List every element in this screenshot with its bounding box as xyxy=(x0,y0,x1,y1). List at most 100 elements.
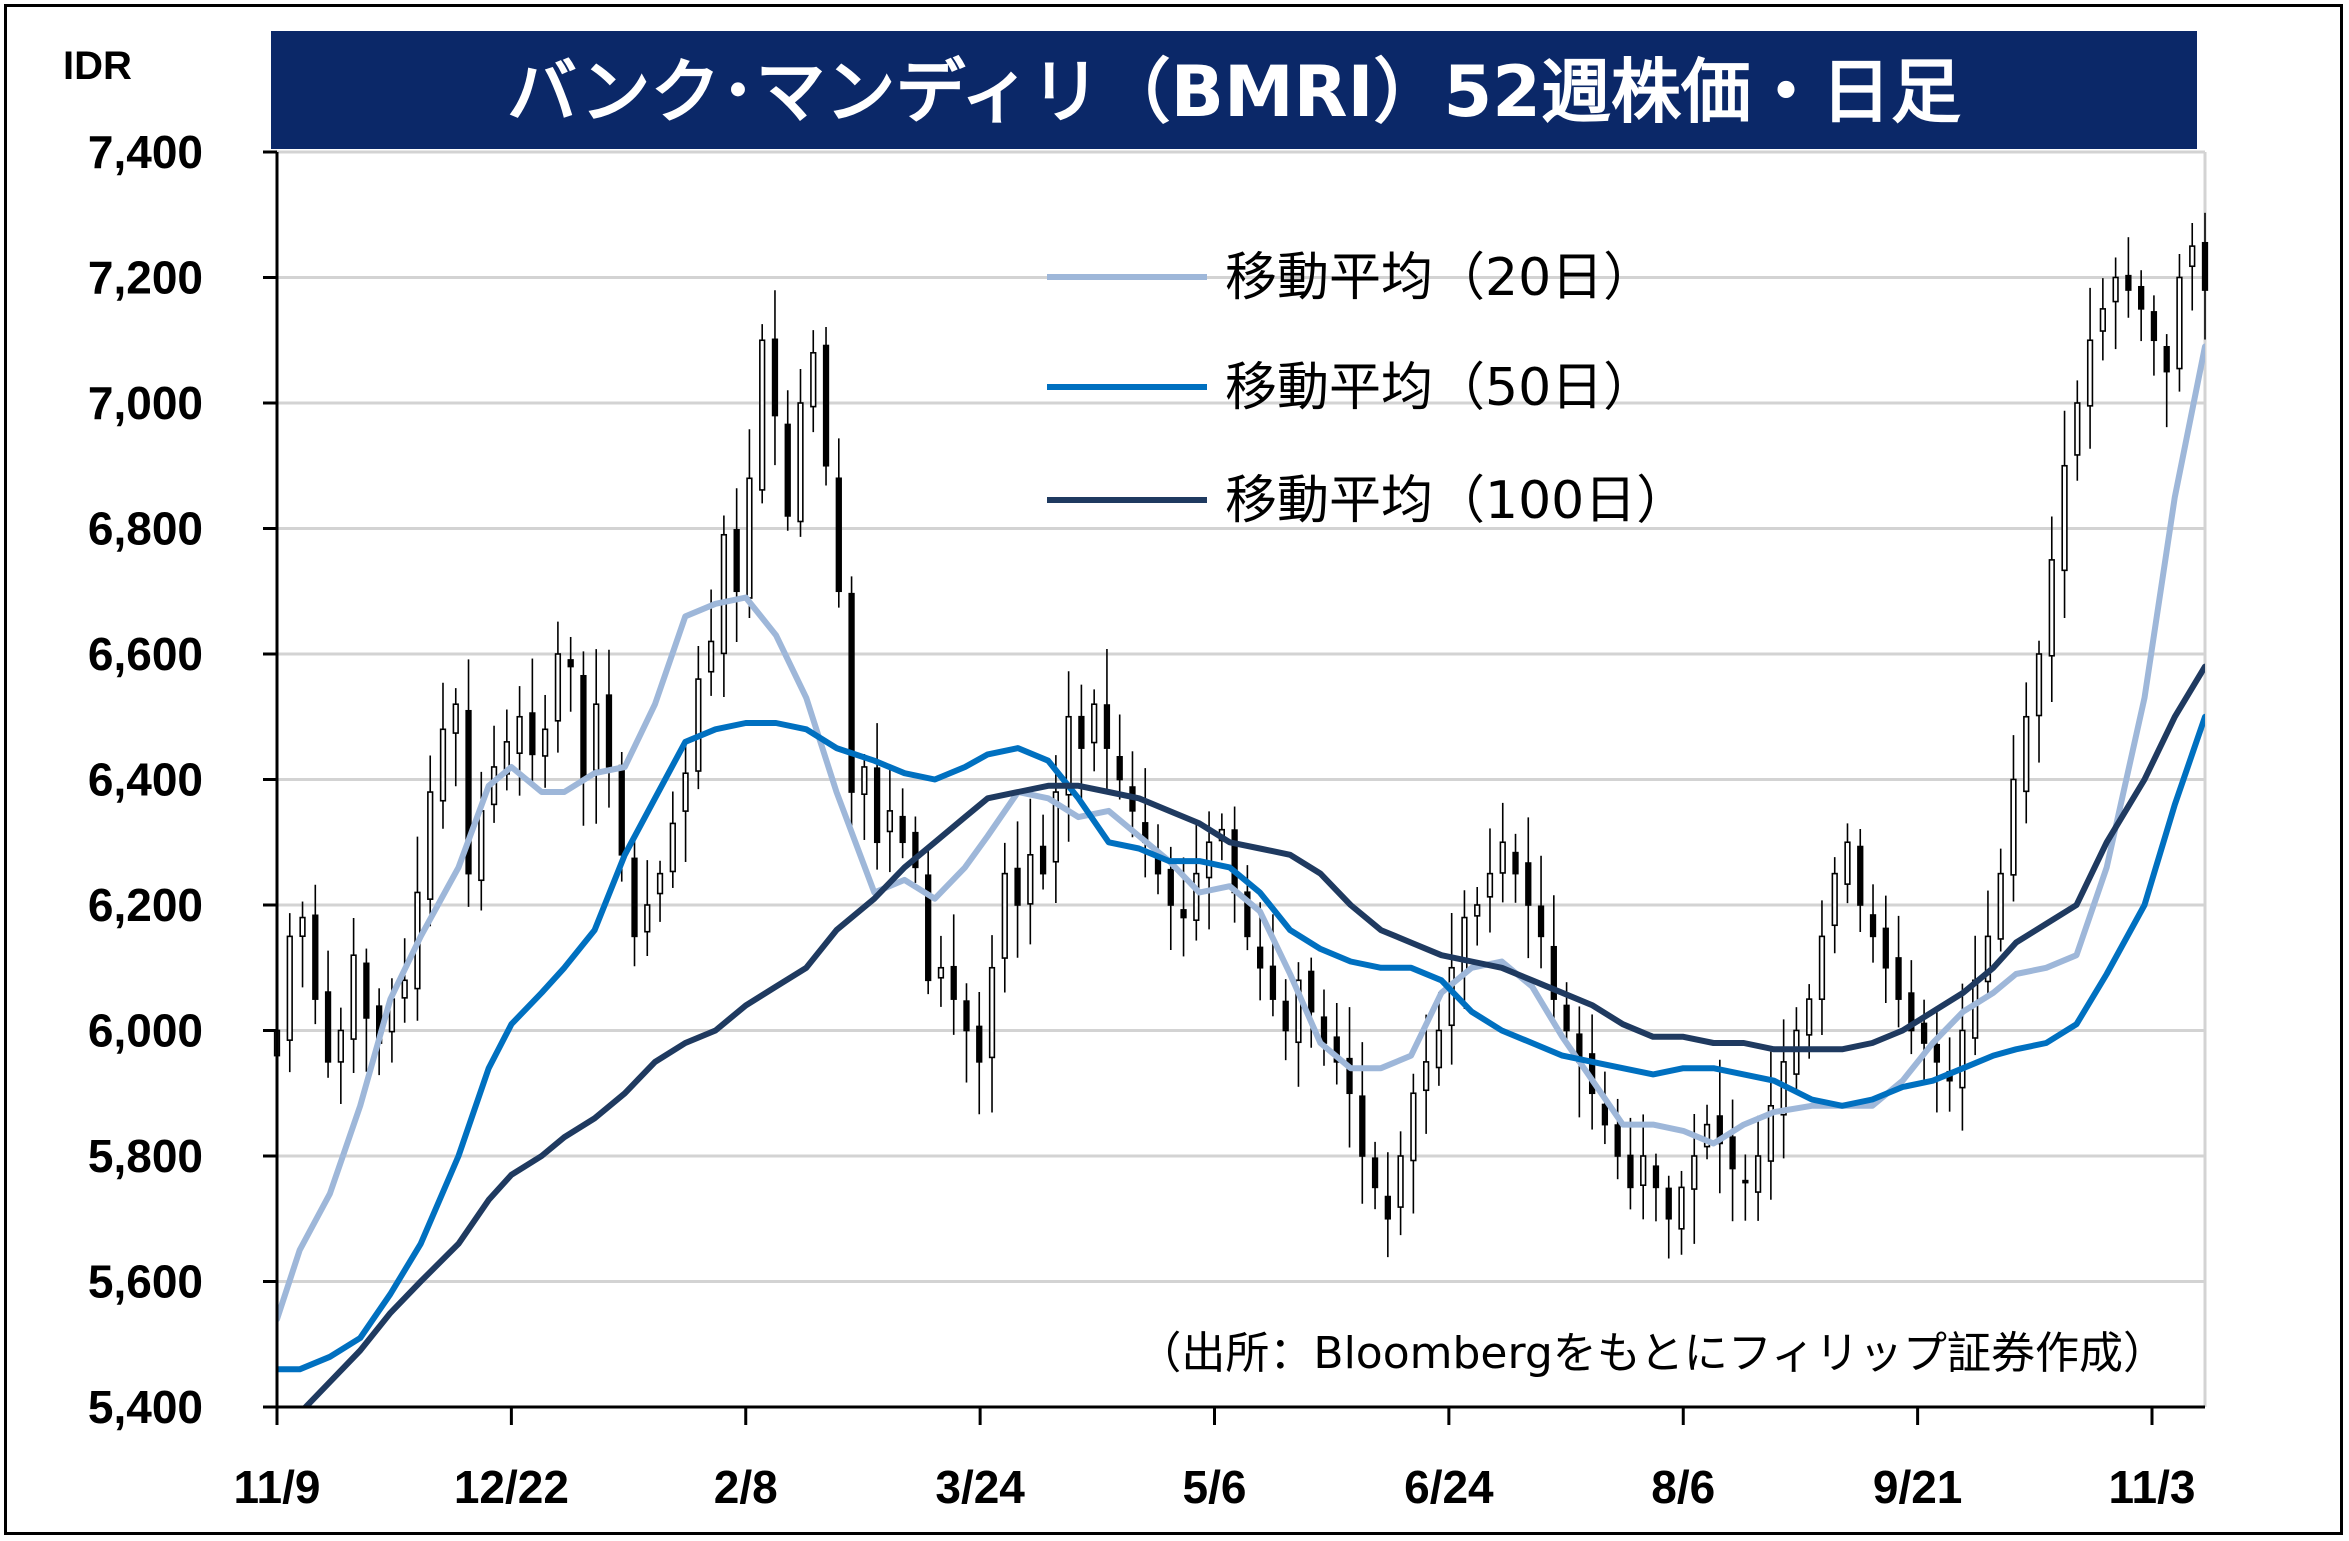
candle-body xyxy=(1703,1123,1711,1148)
candle-body xyxy=(631,857,638,938)
candle-body xyxy=(797,402,804,523)
candle-body xyxy=(656,872,664,895)
candle-body xyxy=(1244,891,1251,938)
candle-body xyxy=(1039,845,1047,875)
candle-body xyxy=(1844,841,1851,885)
candle-body xyxy=(784,423,791,517)
candle-body xyxy=(925,874,932,982)
candle-body xyxy=(554,653,562,722)
candle-body xyxy=(1754,1155,1762,1193)
candle-body xyxy=(1231,829,1238,894)
y-tick-label: 5,600 xyxy=(88,1256,203,1308)
x-tick-label: 3/24 xyxy=(935,1461,1025,1513)
moving-average-lines xyxy=(277,343,2205,1407)
x-tick-label: 8/6 xyxy=(1651,1461,1715,1513)
candle-body xyxy=(593,703,600,772)
candle-body xyxy=(1308,970,1315,1013)
candle-body xyxy=(1333,1036,1340,1063)
candle-body xyxy=(1461,916,1468,973)
candle-body xyxy=(644,904,651,933)
candle-body xyxy=(707,640,715,673)
legend-label: 移動平均（100日） xyxy=(1225,471,1688,531)
candle-body xyxy=(1869,914,1877,938)
candle-body xyxy=(324,991,332,1063)
candle-body xyxy=(1716,1115,1723,1145)
candle-body xyxy=(350,954,357,1040)
candle-body xyxy=(1729,1136,1736,1170)
candle-body xyxy=(976,1025,983,1063)
candle-body xyxy=(1474,904,1481,917)
y-tick-label: 7,400 xyxy=(88,126,203,178)
candle-body xyxy=(1857,845,1864,906)
candle-body xyxy=(541,728,549,757)
candle-body xyxy=(1831,872,1838,927)
candle-body xyxy=(478,810,485,882)
candle-body xyxy=(1652,1165,1660,1189)
candle-body xyxy=(1997,872,2004,940)
candle-body xyxy=(1818,935,1826,1001)
moving-average-line-50 xyxy=(277,713,2205,1373)
candle-body xyxy=(1180,909,1187,919)
x-tick-label: 5/6 xyxy=(1183,1461,1247,1513)
y-tick-label: 6,000 xyxy=(88,1005,203,1057)
candle-body xyxy=(988,966,996,1059)
candle-body xyxy=(822,344,830,467)
candle-body xyxy=(1601,1103,1609,1126)
candle-body xyxy=(286,935,293,1041)
candle-body xyxy=(733,529,740,593)
x-tick-label: 12/22 xyxy=(454,1461,569,1513)
y-tick-label: 7,000 xyxy=(88,377,203,429)
candle-body xyxy=(2086,339,2094,407)
candle-body xyxy=(605,694,613,768)
candle-body xyxy=(912,831,919,869)
candle-body xyxy=(1486,872,1494,898)
candle-body xyxy=(1959,1029,1966,1089)
candle-body xyxy=(1193,872,1200,921)
candle-body xyxy=(1269,965,1277,1000)
y-tick-label: 5,800 xyxy=(88,1130,203,1182)
candle-body xyxy=(2035,653,2043,717)
candle-body xyxy=(1882,927,1889,969)
candle-body xyxy=(886,810,894,833)
candle-body xyxy=(2112,276,2119,303)
legend-label: 移動平均（20日） xyxy=(1225,248,1655,308)
moving-average-line-100 xyxy=(301,663,2205,1407)
candle-body xyxy=(363,962,370,1019)
y-tick-label: 6,400 xyxy=(88,754,203,806)
candle-body xyxy=(1116,756,1123,781)
candle-body xyxy=(1933,1043,1941,1063)
candle-body xyxy=(1550,945,1557,1000)
candle-body xyxy=(682,772,689,812)
legend-label: 移動平均（50日） xyxy=(1225,358,1655,418)
candle-body xyxy=(1422,1061,1430,1092)
candle-body xyxy=(1665,1187,1672,1220)
candle-body xyxy=(1282,1000,1289,1032)
candle-body xyxy=(950,965,957,1000)
candle-body xyxy=(963,1000,970,1032)
candle-body xyxy=(899,815,906,844)
candle-body xyxy=(2074,402,2081,456)
candle-body xyxy=(669,822,676,873)
x-tick-label: 11/9 xyxy=(234,1461,321,1513)
y-tick-label: 6,600 xyxy=(88,628,203,680)
candle-body xyxy=(1563,1004,1570,1032)
candle-body xyxy=(695,678,702,772)
candle-body xyxy=(2163,346,2170,373)
candle-body xyxy=(1806,998,1813,1036)
candle-body xyxy=(299,916,306,938)
y-tick-label: 6,800 xyxy=(88,503,203,555)
candle-body xyxy=(2023,715,2030,793)
candle-body xyxy=(312,914,319,1000)
x-tick-label: 9/21 xyxy=(1873,1461,1963,1513)
candle-body xyxy=(1691,1155,1698,1190)
candle-body xyxy=(1052,791,1060,863)
candle-body xyxy=(529,712,536,756)
candle-body xyxy=(1895,957,1902,1000)
candle-body xyxy=(835,477,842,593)
candle-body xyxy=(771,338,779,417)
candle-body xyxy=(1499,841,1506,874)
candle-body xyxy=(1103,704,1111,749)
candle-body xyxy=(2048,559,2055,657)
candle-body xyxy=(2150,311,2158,342)
candle-body xyxy=(759,339,766,491)
